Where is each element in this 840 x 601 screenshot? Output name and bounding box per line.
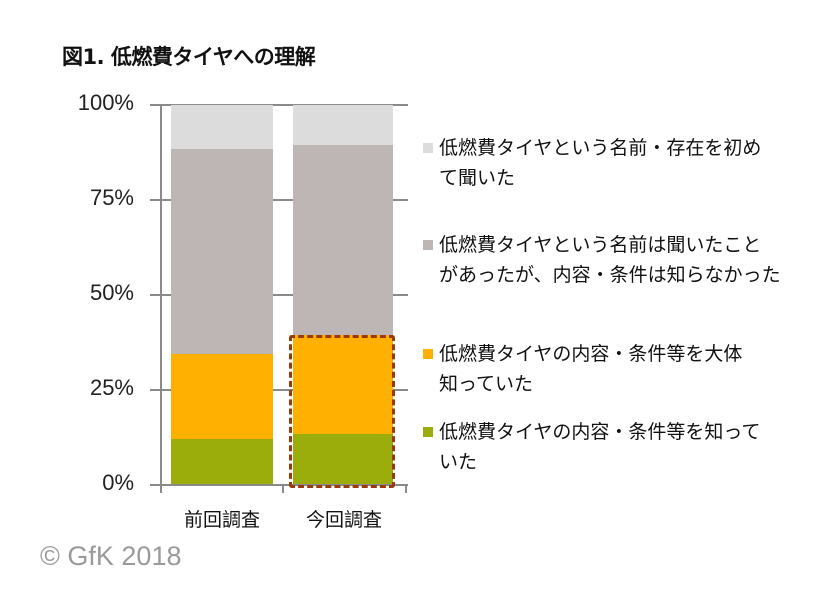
highlight-dashed-box: [289, 335, 395, 488]
legend-label: 低燃費タイヤという名前は聞いたこと があったが、内容・条件は知らなかった: [439, 234, 781, 286]
x-axis: [150, 484, 408, 486]
bar-previous-survey: [171, 105, 273, 485]
bar-segment: [171, 148, 273, 354]
legend-swatch: [423, 143, 433, 153]
bar-segment: [171, 439, 273, 485]
legend-label: 低燃費タイヤの内容・条件等を大体 知っていた: [439, 343, 743, 395]
y-tick-0: 0%: [102, 470, 134, 495]
copyright: © GfK 2018: [40, 541, 182, 571]
bar-segment: [171, 353, 273, 440]
bar-segment: [293, 144, 393, 335]
legend-swatch: [423, 240, 433, 250]
gridline-25: [150, 389, 408, 391]
bar-segment: [171, 105, 273, 149]
gridline-50: [150, 294, 408, 296]
y-tick-50: 50%: [89, 280, 134, 305]
bar-segment: [293, 433, 393, 485]
gridline-75: [150, 199, 408, 201]
legend-swatch: [423, 427, 433, 437]
chart-title: 図1. 低燃費タイヤへの理解: [62, 45, 316, 69]
y-axis: [160, 104, 162, 486]
bar-segment: [293, 334, 393, 434]
x-tick: [282, 485, 284, 493]
bar-segment: [293, 105, 393, 145]
y-tick-100: 100%: [77, 90, 134, 115]
y-tick-25: 25%: [89, 375, 134, 400]
legend-swatch: [423, 349, 433, 359]
legend-label: 低燃費タイヤの内容・条件等を知って いた: [439, 421, 761, 473]
y-tick-75: 75%: [89, 185, 134, 210]
gridline-100: [150, 104, 408, 106]
x-tick: [405, 485, 407, 493]
x-label-previous: 前回調査: [183, 509, 260, 531]
legend-label: 低燃費タイヤという名前・存在を初め て聞いた: [439, 137, 762, 189]
x-tick: [160, 485, 162, 493]
x-label-current: 今回調査: [305, 509, 382, 531]
bar-current-survey: [293, 105, 393, 485]
